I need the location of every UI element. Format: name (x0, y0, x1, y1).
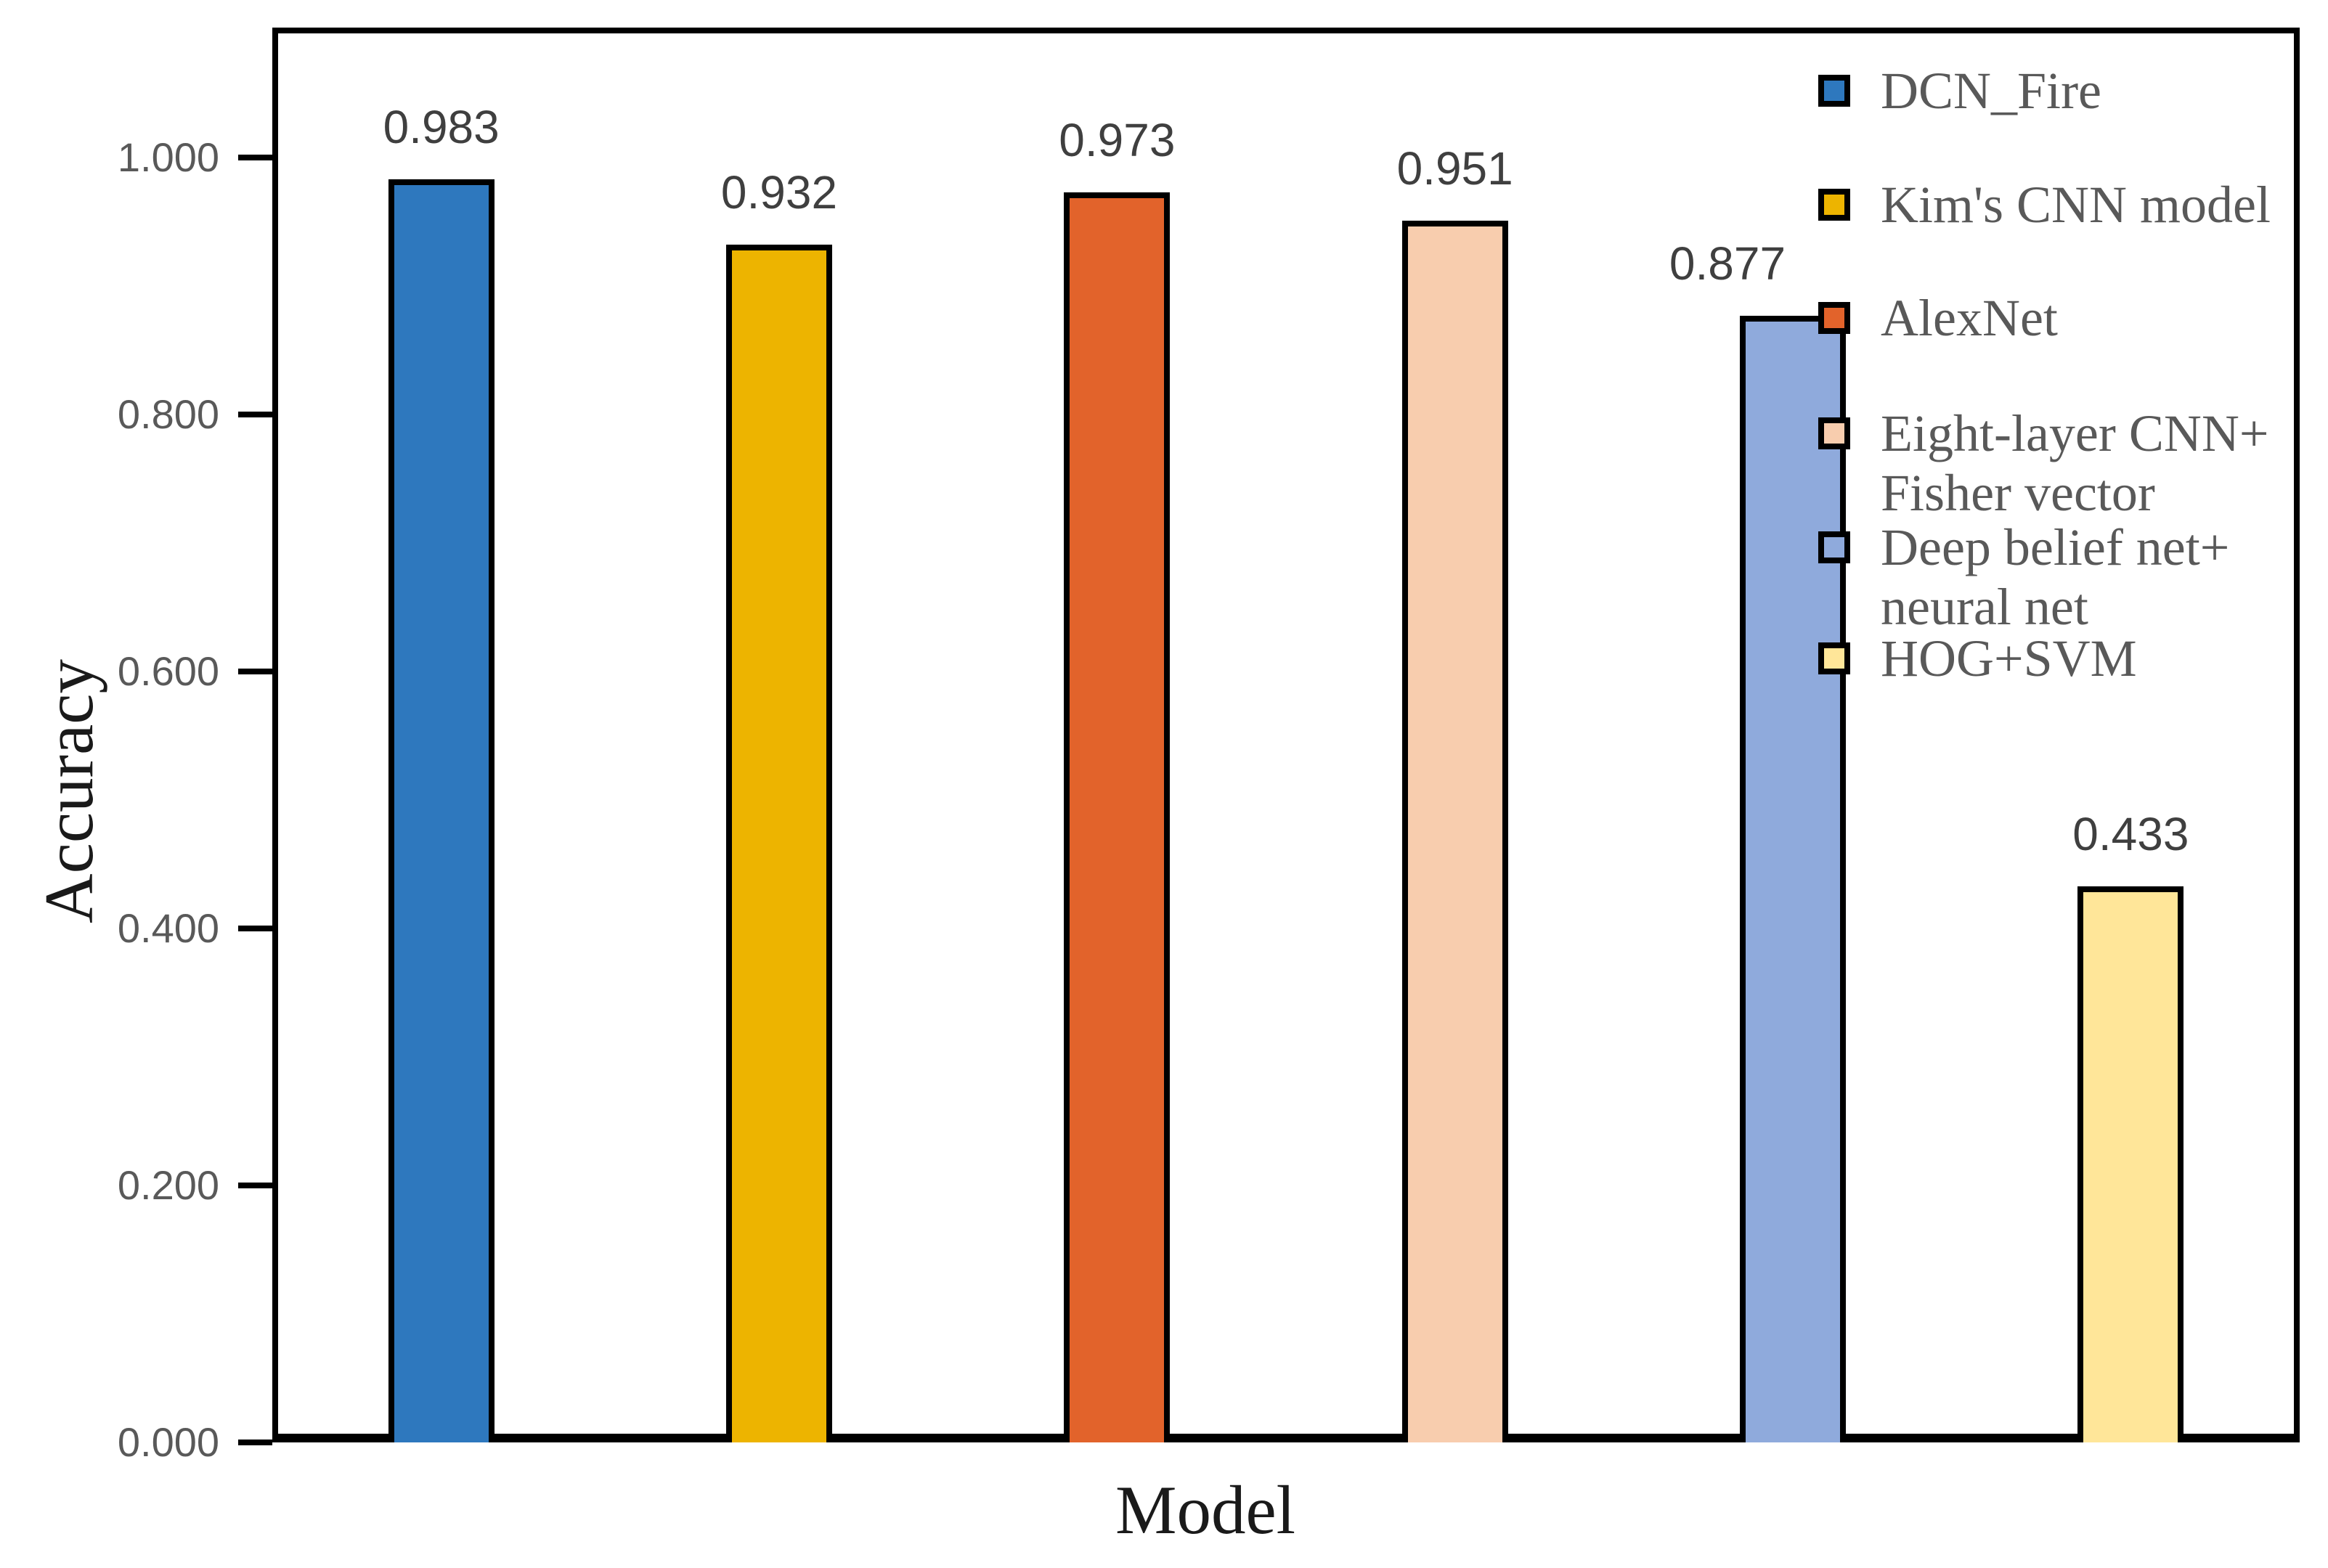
legend-swatch-4 (1818, 531, 1850, 563)
legend-label-3: Eight-layer CNN+ (1881, 404, 2269, 462)
bar-5 (2077, 886, 2184, 1442)
bar-value-label: 0.932 (720, 166, 838, 219)
y-tick-label: 1.000 (117, 134, 219, 180)
y-tick-mark (238, 926, 272, 931)
bar-value-label: 0.951 (1396, 142, 1513, 195)
legend-swatch-5 (1818, 642, 1850, 674)
plot-area (272, 28, 2300, 1442)
y-tick-mark (238, 1440, 272, 1445)
y-tick-mark (238, 669, 272, 674)
y-tick-mark (238, 155, 272, 160)
y-tick-mark (238, 1183, 272, 1188)
bar-4 (1740, 315, 1846, 1442)
y-tick-mark (238, 412, 272, 417)
y-tick-label: 0.200 (117, 1162, 219, 1208)
y-tick-label: 0.800 (117, 391, 219, 437)
bar-value-label: 0.433 (2072, 807, 2189, 860)
legend-swatch-1 (1818, 189, 1850, 221)
y-tick-label: 0.000 (117, 1419, 219, 1465)
legend-label-0: DCN_Fire (1881, 62, 2101, 120)
legend-label-1: Kim's CNN model (1881, 176, 2271, 234)
legend-swatch-2 (1818, 302, 1850, 334)
y-tick-label: 0.400 (117, 905, 219, 951)
bar-value-label: 0.973 (1059, 113, 1176, 166)
bar-1 (726, 245, 832, 1442)
legend-swatch-3 (1818, 417, 1850, 449)
legend-label-3-line2: Fisher vector (1881, 464, 2155, 522)
bar-value-label: 0.983 (383, 101, 500, 154)
bar-2 (1064, 192, 1171, 1442)
y-tick-label: 0.600 (117, 648, 219, 694)
y-axis-title: Accuracy (30, 659, 107, 923)
legend-label-5: HOG+SVM (1881, 629, 2137, 687)
legend-label-2: AlexNet (1881, 289, 2058, 347)
bar-0 (388, 179, 495, 1442)
bar-value-label: 0.877 (1669, 237, 1786, 290)
legend-label-4: Deep belief net+ (1881, 518, 2230, 576)
x-axis-title: Model (1115, 1471, 1296, 1548)
legend-label-4-line2: neural net (1881, 578, 2088, 636)
legend-swatch-0 (1818, 75, 1850, 107)
bar-3 (1401, 220, 1508, 1442)
